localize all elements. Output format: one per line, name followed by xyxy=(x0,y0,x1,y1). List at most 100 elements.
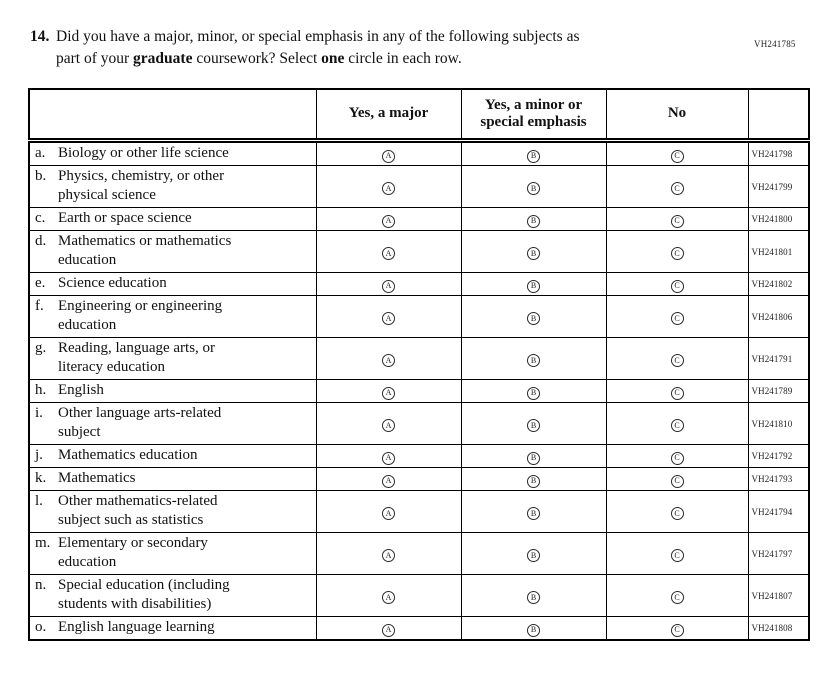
option-g-major[interactable]: A xyxy=(382,354,395,367)
option-cell-no: C xyxy=(605,140,749,166)
option-cell-no: C xyxy=(605,467,749,491)
option-m-major[interactable]: A xyxy=(382,549,395,562)
option-b-minor[interactable]: B xyxy=(527,182,540,195)
option-cell-major: A xyxy=(315,207,462,231)
option-cell-no: C xyxy=(605,207,749,231)
option-i-major[interactable]: A xyxy=(382,419,395,432)
option-c-no[interactable]: C xyxy=(670,214,684,228)
subject-label: Earth or space science xyxy=(58,210,192,226)
option-n-major[interactable]: A xyxy=(382,591,395,604)
row-code: VH241802 xyxy=(747,272,810,296)
subject-label: Other language arts-related subject xyxy=(58,405,222,440)
option-e-major[interactable]: A xyxy=(382,279,395,293)
option-cell-no: C xyxy=(605,532,749,575)
option-d-no[interactable]: C xyxy=(670,247,684,260)
subject-label: English xyxy=(58,382,104,398)
option-k-no[interactable]: C xyxy=(670,474,684,488)
table-row: e. Science education A B C VH241802 xyxy=(28,272,810,296)
option-f-minor[interactable]: B xyxy=(527,312,540,325)
option-o-major[interactable]: A xyxy=(382,623,395,637)
option-cell-major: A xyxy=(315,402,462,445)
option-i-no[interactable]: C xyxy=(670,419,684,432)
option-j-no[interactable]: C xyxy=(670,451,684,465)
row-letter: n. xyxy=(35,577,47,593)
subject-label: Mathematics xyxy=(58,470,136,486)
option-c-minor[interactable]: B xyxy=(527,214,540,228)
row-code: VH241797 xyxy=(747,532,810,575)
option-cell-no: C xyxy=(605,402,749,445)
table-row: a. Biology or other life science A B C V… xyxy=(28,140,810,166)
row-letter: c. xyxy=(35,210,46,226)
subject-cell: f. Engineering or engineering education xyxy=(28,295,317,338)
option-j-major[interactable]: A xyxy=(382,451,395,465)
option-m-minor[interactable]: B xyxy=(527,549,540,562)
option-d-minor[interactable]: B xyxy=(527,247,540,260)
option-cell-no: C xyxy=(605,165,749,208)
option-cell-no: C xyxy=(605,444,749,468)
option-a-minor[interactable]: B xyxy=(527,149,540,163)
option-l-minor[interactable]: B xyxy=(527,507,540,520)
option-i-minor[interactable]: B xyxy=(527,419,540,432)
option-a-major[interactable]: A xyxy=(382,149,395,163)
question-14-table: Yes, a major Yes, a minor or special emp… xyxy=(28,88,810,641)
option-l-major[interactable]: A xyxy=(382,507,395,520)
table-row: m. Elementary or secondary education A B … xyxy=(28,532,810,575)
option-o-minor[interactable]: B xyxy=(527,623,540,637)
option-e-minor[interactable]: B xyxy=(527,279,540,293)
row-letter: k. xyxy=(35,470,47,486)
option-m-no[interactable]: C xyxy=(670,549,684,562)
row-code: VH241799 xyxy=(747,165,810,208)
question-line2-seg3: circle in each row. xyxy=(344,50,462,67)
option-cell-no: C xyxy=(605,295,749,338)
option-f-no[interactable]: C xyxy=(670,312,684,325)
option-f-major[interactable]: A xyxy=(382,312,395,325)
option-cell-minor: B xyxy=(460,467,607,491)
option-h-no[interactable]: C xyxy=(670,386,684,400)
row-code: VH241800 xyxy=(747,207,810,231)
subject-label: Mathematics or mathematics education xyxy=(58,233,232,268)
option-g-no[interactable]: C xyxy=(670,354,684,367)
option-g-minor[interactable]: B xyxy=(527,354,540,367)
subject-label: Other mathematics-related subject such as… xyxy=(58,493,218,528)
table-row: o. English language learning A B C VH241… xyxy=(28,616,810,641)
row-letter: o. xyxy=(35,619,47,635)
option-b-major[interactable]: A xyxy=(382,182,395,195)
subject-cell: j. Mathematics education xyxy=(28,444,317,468)
question-line2-seg2: coursework? Select xyxy=(192,50,322,67)
subject-cell: b. Physics, chemistry, or other physical … xyxy=(28,165,317,208)
row-letter: a. xyxy=(35,145,46,161)
question-line1: Did you have a major, minor, or special … xyxy=(56,28,580,45)
option-c-major[interactable]: A xyxy=(382,214,395,228)
option-n-minor[interactable]: B xyxy=(527,591,540,604)
subject-label: Engineering or engineering education xyxy=(58,298,223,333)
subject-label: Physics, chemistry, or other physical sci… xyxy=(58,168,225,203)
option-k-major[interactable]: A xyxy=(382,474,395,488)
option-a-no[interactable]: C xyxy=(670,149,684,163)
option-k-minor[interactable]: B xyxy=(527,474,540,488)
table-row: n. Special education (including students … xyxy=(28,574,810,617)
row-letter: b. xyxy=(35,168,47,184)
option-o-no[interactable]: C xyxy=(670,623,684,637)
table-row: l. Other mathematics-related subject such… xyxy=(28,490,810,533)
table-row: c. Earth or space science A B C VH241800 xyxy=(28,207,810,231)
option-j-minor[interactable]: B xyxy=(527,451,540,465)
option-cell-no: C xyxy=(605,379,749,403)
row-code: VH241798 xyxy=(747,140,810,166)
option-l-no[interactable]: C xyxy=(670,507,684,520)
option-e-no[interactable]: C xyxy=(670,279,684,293)
option-b-no[interactable]: C xyxy=(670,182,684,195)
subject-cell: i. Other language arts-related subject xyxy=(28,402,317,445)
subject-label: Elementary or secondary education xyxy=(58,535,208,570)
option-n-no[interactable]: C xyxy=(670,591,684,604)
question-bold-graduate: graduate xyxy=(133,50,193,67)
subject-cell: a. Biology or other life science xyxy=(28,140,317,166)
option-cell-no: C xyxy=(605,490,749,533)
option-cell-major: A xyxy=(315,616,462,641)
option-cell-major: A xyxy=(315,230,462,273)
page-item-code: VH241785 xyxy=(754,39,796,49)
option-h-minor[interactable]: B xyxy=(527,386,540,400)
option-d-major[interactable]: A xyxy=(382,247,395,260)
row-code: VH241810 xyxy=(747,402,810,445)
option-h-major[interactable]: A xyxy=(382,386,395,400)
option-cell-minor: B xyxy=(460,532,607,575)
